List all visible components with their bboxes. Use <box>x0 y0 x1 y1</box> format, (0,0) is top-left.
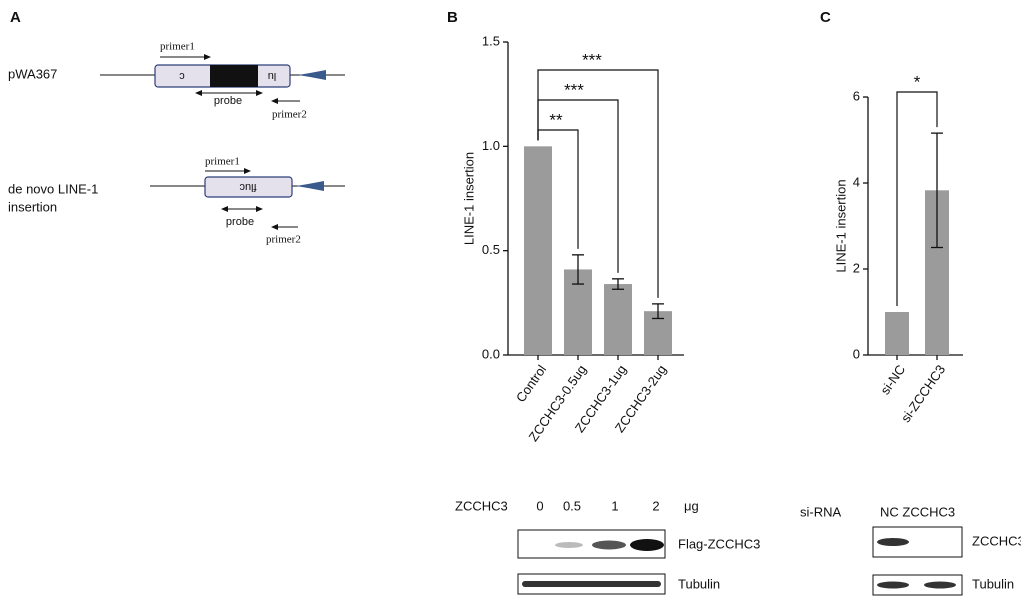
lane-label: 0 <box>536 498 543 513</box>
blot-row-label: Tubulin <box>972 576 1014 591</box>
y-axis-label: LINE-1 insertion <box>833 179 848 272</box>
band <box>877 581 909 589</box>
promoter-arrow <box>296 181 324 191</box>
lane-unit: μg <box>684 498 699 513</box>
blot-row-label: Tubulin <box>678 576 720 591</box>
blot-label: ZCCHC3 <box>455 498 508 513</box>
band <box>592 540 626 550</box>
primer-label: primer2 <box>272 109 307 121</box>
band <box>555 542 583 548</box>
lane-label: 1 <box>611 498 618 513</box>
x-tick-label: Control <box>513 362 549 405</box>
probe-label: probe <box>214 95 242 107</box>
blot-box <box>872 574 963 596</box>
y-tick-label: 2 <box>853 260 860 275</box>
y-axis-label: LINE-1 insertion <box>461 152 476 245</box>
y-tick-label: 0.0 <box>482 346 500 361</box>
significance-label: ** <box>549 110 563 129</box>
band <box>877 538 909 546</box>
significance-label: *** <box>582 50 602 69</box>
panel-label: B <box>447 9 458 26</box>
significance-bracket <box>896 91 938 306</box>
significance-label: *** <box>564 80 584 99</box>
intron-block <box>210 65 258 87</box>
y-tick-label: 6 <box>853 88 860 103</box>
lane-label: NC ZCCHC3 <box>880 504 955 519</box>
lane-label: 0.5 <box>563 498 581 513</box>
panel-label: A <box>10 9 21 26</box>
bar <box>524 146 552 355</box>
probe-label: probe <box>226 216 254 228</box>
construct-name: de novo LINE-1 <box>8 181 98 196</box>
y-tick-label: 1.0 <box>482 138 500 153</box>
band <box>630 539 664 551</box>
y-tick-label: 0.5 <box>482 242 500 257</box>
y-tick-label: 4 <box>853 174 860 189</box>
primer-label: primer2 <box>266 234 301 246</box>
lane-label: 2 <box>652 498 659 513</box>
blot-label: si-RNA <box>800 504 841 519</box>
primer-label: primer1 <box>160 41 195 53</box>
x-tick-label: si-NC <box>877 362 908 397</box>
panel-label: C <box>820 9 831 26</box>
bar <box>604 284 632 355</box>
construct-box <box>204 176 293 198</box>
significance-bracket <box>537 69 659 298</box>
y-tick-label: 1.5 <box>482 33 500 48</box>
box-text: lu <box>268 70 277 82</box>
box-text: c <box>179 70 185 82</box>
band <box>924 581 956 589</box>
significance-label: * <box>914 72 921 91</box>
band <box>522 581 661 587</box>
primer-label: primer1 <box>205 156 240 168</box>
y-tick-label: 0 <box>853 346 860 361</box>
bar <box>885 312 909 355</box>
blot-row-label: Flag-ZCCHC3 <box>678 536 760 551</box>
box-text: fluc <box>239 181 257 193</box>
construct-name: insertion <box>8 199 57 214</box>
blot-row-label: ZCCHC3 <box>972 533 1021 548</box>
construct-name: pWA367 <box>8 66 57 81</box>
promoter-arrow <box>298 70 326 80</box>
